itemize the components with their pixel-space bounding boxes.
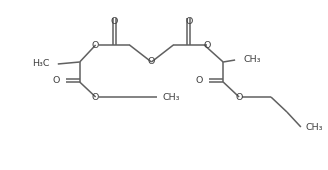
Text: CH₃: CH₃: [243, 55, 260, 64]
Text: O: O: [236, 92, 243, 101]
Text: O: O: [92, 92, 99, 101]
Text: O: O: [204, 40, 211, 49]
Text: O: O: [111, 16, 118, 26]
Text: CH₃: CH₃: [306, 123, 323, 132]
Text: O: O: [52, 76, 60, 85]
Text: CH₃: CH₃: [162, 92, 180, 101]
Text: O: O: [196, 76, 203, 85]
Text: O: O: [92, 40, 99, 49]
Text: O: O: [185, 16, 193, 26]
Text: H₃C: H₃C: [32, 59, 50, 69]
Text: O: O: [148, 57, 155, 66]
